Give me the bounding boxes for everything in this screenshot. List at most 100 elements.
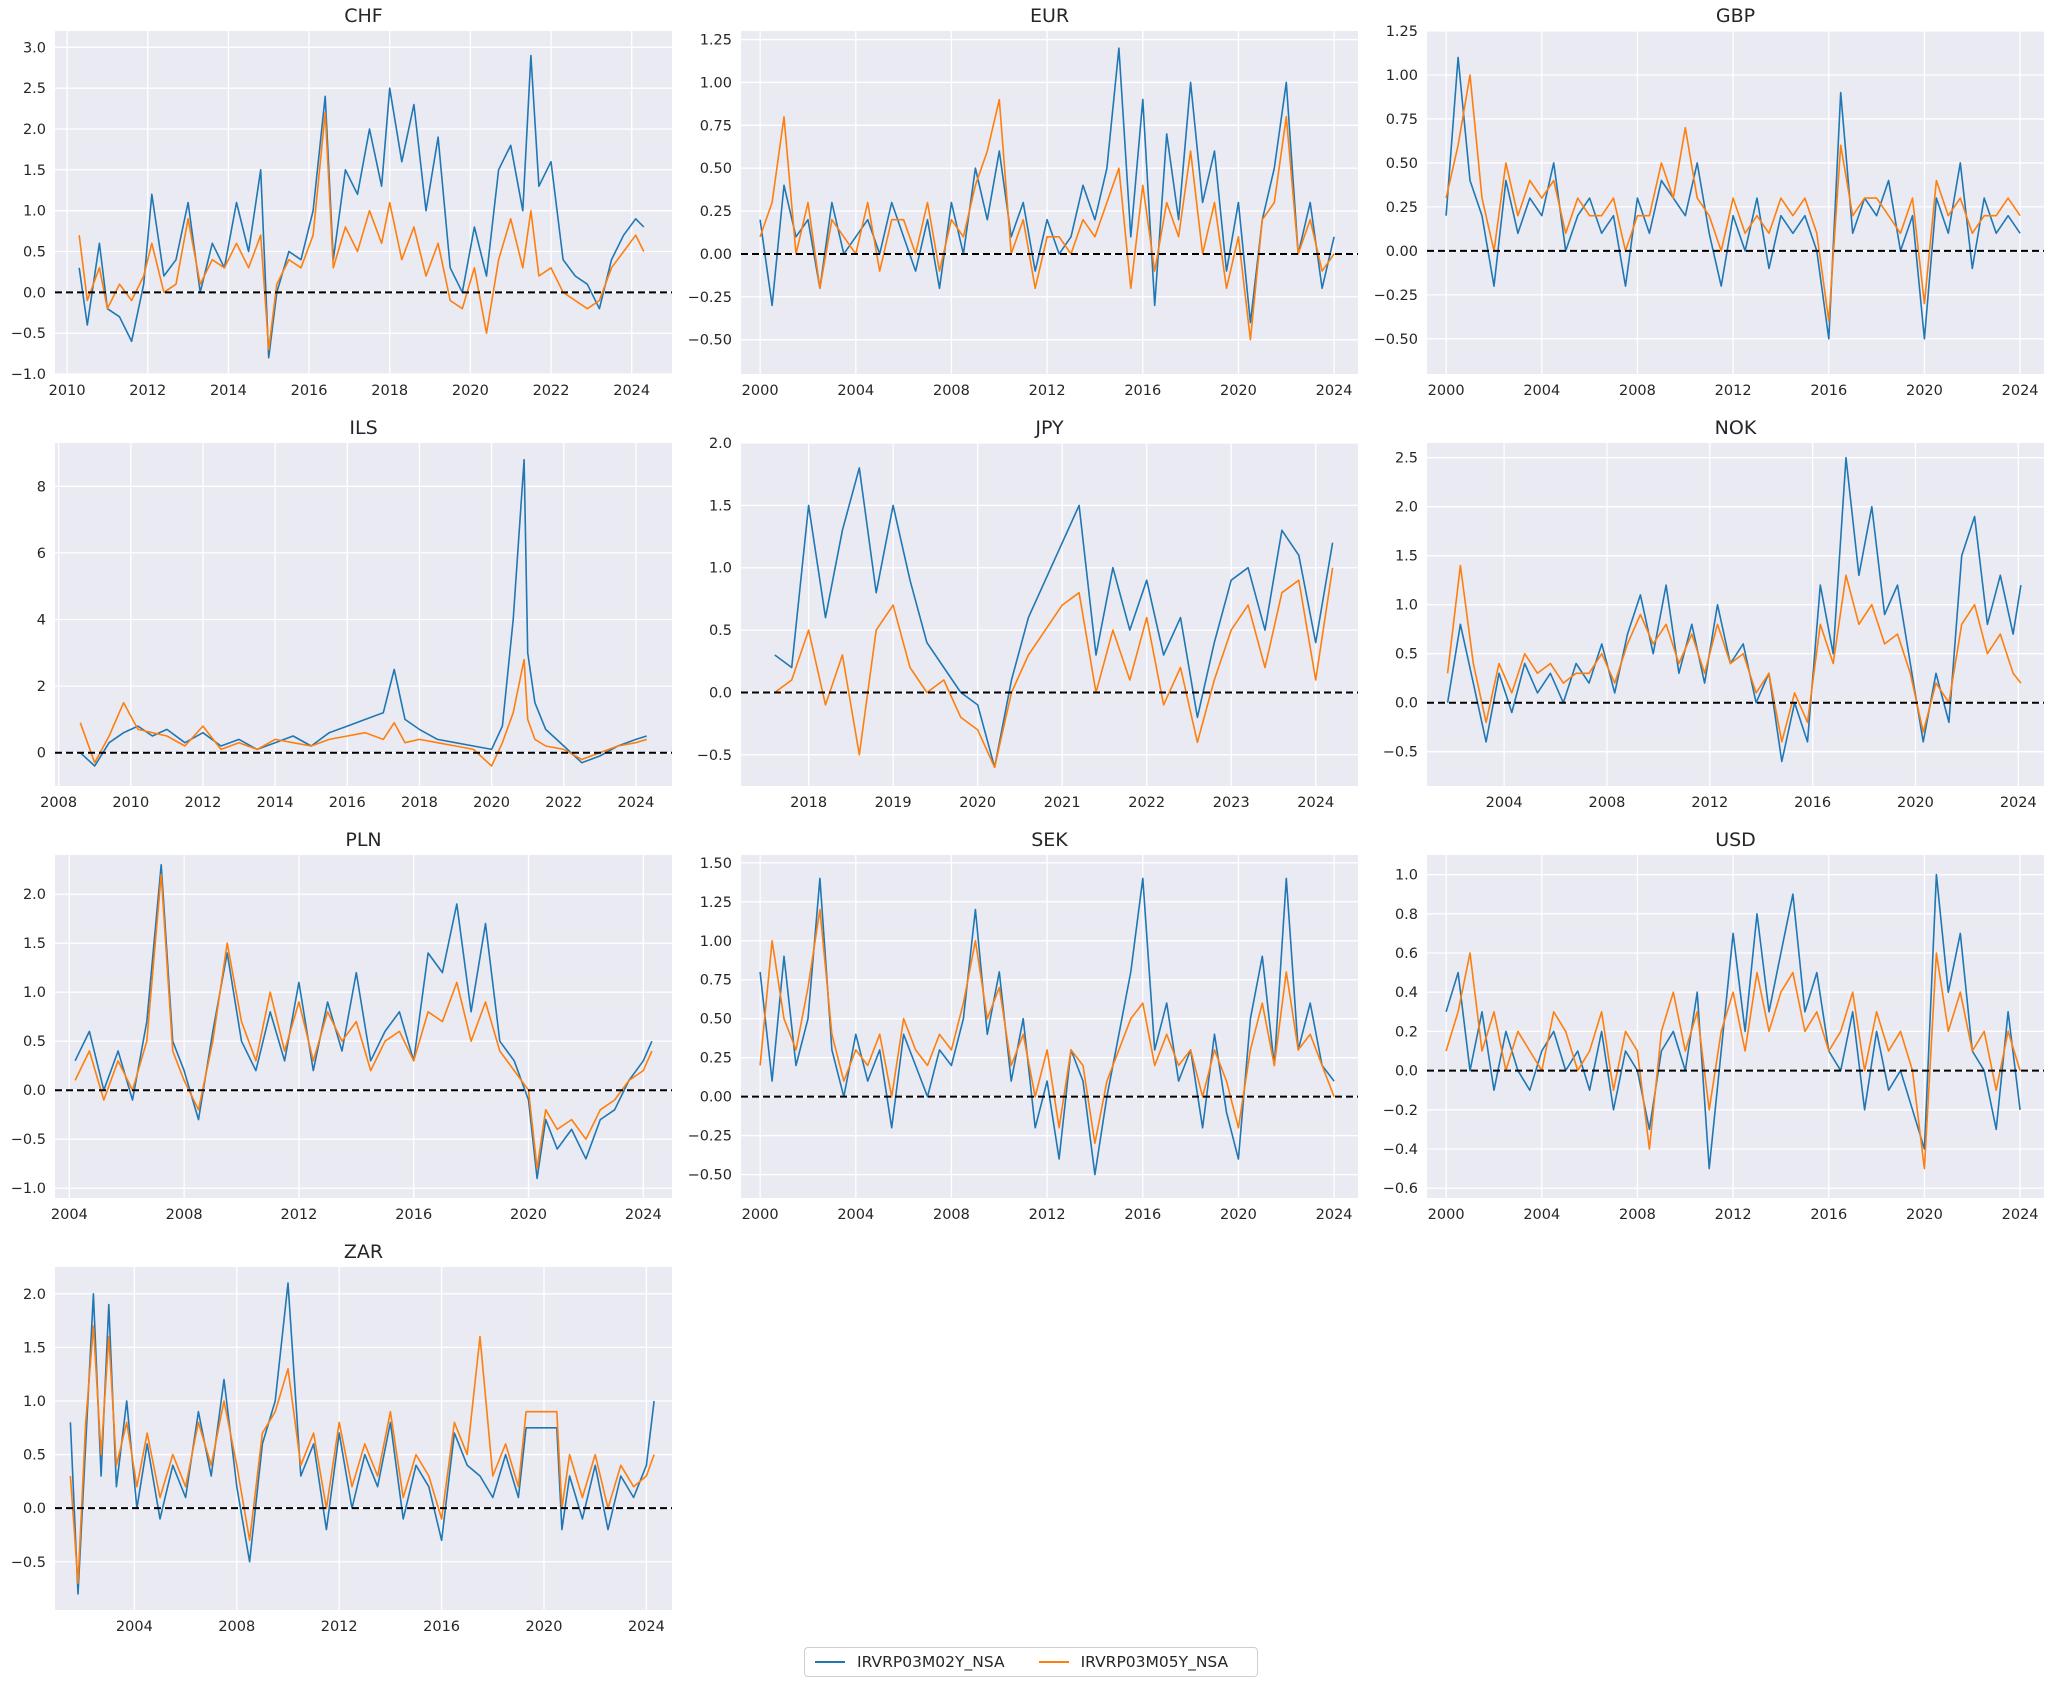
y-tick-label: 0.50 bbox=[700, 161, 732, 177]
y-tick-label: 0.50 bbox=[700, 1012, 732, 1028]
x-tick-label: 2020 bbox=[1906, 1207, 1943, 1223]
y-tick-label: −0.25 bbox=[688, 1129, 732, 1145]
y-tick-label: 0.5 bbox=[23, 1034, 46, 1050]
x-tick-label: 2004 bbox=[51, 1207, 88, 1223]
y-tick-label: 8 bbox=[37, 479, 46, 495]
x-tick-label: 2012 bbox=[129, 383, 166, 399]
x-tick-label: 2020 bbox=[1897, 795, 1934, 811]
x-tick-label: 2020 bbox=[452, 383, 489, 399]
x-tick-label: 2024 bbox=[2000, 795, 2037, 811]
x-tick-label: 2012 bbox=[1029, 1207, 1066, 1223]
x-tick-label: 2008 bbox=[933, 1207, 970, 1223]
series-line-1 bbox=[69, 1282, 655, 1595]
series-line-2 bbox=[79, 658, 647, 767]
plot-area-jpy bbox=[741, 443, 1358, 786]
y-tick-label: −1.0 bbox=[11, 1181, 46, 1197]
panel-nok: NOK 2004 2008 2012 2016 2020 2024 −0.5 0.0 0.5 1.0… bbox=[1383, 417, 2044, 811]
y-tick-label: 2 bbox=[37, 679, 46, 695]
x-tick-label: 2004 bbox=[116, 1619, 153, 1635]
y-tick-label: 0.0 bbox=[1395, 1064, 1418, 1080]
x-tick-label: 2024 bbox=[628, 1619, 665, 1635]
plot-area-nok bbox=[1427, 443, 2044, 786]
panel-title: GBP bbox=[1716, 5, 1755, 27]
plot-area-usd bbox=[1427, 855, 2044, 1198]
x-tick-label: 2016 bbox=[329, 795, 366, 811]
panel-title: ILS bbox=[349, 417, 377, 439]
panel-chf: CHF 2010 2012 2014 2016 2018 2020 2022 2024 −1.0 −… bbox=[11, 5, 672, 399]
y-tick-label: 0.8 bbox=[1395, 907, 1418, 923]
y-tick-label: −0.5 bbox=[1383, 745, 1418, 761]
y-tick-label: 1.0 bbox=[23, 985, 46, 1001]
x-tick-label: 2010 bbox=[112, 795, 149, 811]
series-line-1 bbox=[759, 877, 1335, 1176]
x-tick-label: 2016 bbox=[1124, 383, 1161, 399]
y-tick-label: 2.0 bbox=[709, 436, 732, 452]
x-tick-label: 2016 bbox=[395, 1207, 432, 1223]
x-tick-label: 2008 bbox=[166, 1207, 203, 1223]
x-tick-label: 2008 bbox=[1619, 1207, 1656, 1223]
x-tick-label: 2024 bbox=[1316, 383, 1353, 399]
x-tick-label: 2004 bbox=[1523, 1207, 1560, 1223]
x-tick-label: 2024 bbox=[1316, 1207, 1353, 1223]
y-tick-label: −0.25 bbox=[688, 290, 732, 306]
y-tick-label: −0.50 bbox=[688, 1168, 732, 1184]
x-tick-label: 2018 bbox=[371, 383, 408, 399]
y-tick-label: −0.2 bbox=[1383, 1103, 1418, 1119]
x-tick-label: 2024 bbox=[2002, 383, 2039, 399]
x-tick-label: 2012 bbox=[321, 1619, 358, 1635]
y-tick-label: 0.75 bbox=[1386, 112, 1418, 128]
y-tick-label: 0.5 bbox=[1395, 647, 1418, 663]
y-tick-label: 0.0 bbox=[23, 1083, 46, 1099]
y-tick-label: 0.25 bbox=[700, 204, 732, 220]
series-line-2 bbox=[69, 1325, 655, 1584]
panel-eur: EUR 2000 2004 2008 2012 2016 2020 2024 −0.50 −0.2… bbox=[688, 5, 1358, 399]
x-tick-label: 2021 bbox=[1044, 795, 1081, 811]
x-tick-label: 2004 bbox=[1486, 795, 1523, 811]
x-tick-label: 2016 bbox=[1810, 1207, 1847, 1223]
y-tick-label: 2.0 bbox=[23, 1287, 46, 1303]
x-tick-label: 2020 bbox=[510, 1207, 547, 1223]
y-tick-label: 1.00 bbox=[1386, 68, 1418, 84]
y-tick-label: 0.2 bbox=[1395, 1024, 1418, 1040]
y-tick-label: 0.5 bbox=[23, 1448, 46, 1464]
y-tick-label: 1.25 bbox=[700, 33, 732, 49]
y-tick-label: −0.25 bbox=[1374, 288, 1418, 304]
y-tick-label: 3.0 bbox=[23, 40, 46, 56]
plot-area-gbp bbox=[1427, 31, 2044, 374]
x-tick-label: 2016 bbox=[423, 1619, 460, 1635]
legend-swatch-series-2 bbox=[1038, 1661, 1069, 1663]
y-tick-label: 4 bbox=[37, 612, 46, 628]
y-tick-label: 0.6 bbox=[1395, 946, 1418, 962]
y-tick-label: 1.5 bbox=[23, 163, 46, 179]
y-tick-label: 0.50 bbox=[1386, 156, 1418, 172]
panel-title: NOK bbox=[1715, 417, 1757, 439]
y-tick-label: 6 bbox=[37, 546, 46, 562]
panel-title: JPY bbox=[1034, 417, 1064, 439]
y-tick-label: 0 bbox=[37, 746, 46, 762]
panel-ils: ILS 2008 2010 2012 2014 2016 2018 2020 2022 2024 0… bbox=[37, 417, 672, 811]
legend-label-series-1: IRVRP03M02Y_NSA bbox=[857, 1653, 1005, 1671]
series-line-1 bbox=[1445, 873, 2021, 1170]
x-tick-label: 2000 bbox=[742, 1207, 779, 1223]
y-tick-label: 2.0 bbox=[1395, 500, 1418, 516]
x-tick-label: 2024 bbox=[1297, 795, 1334, 811]
panel-zar: ZAR 2004 2008 2012 2016 2020 2024 −0.5 0.0 0.5 1.0… bbox=[11, 1241, 672, 1635]
x-tick-label: 2014 bbox=[210, 383, 247, 399]
panel-gbp: GBP 2000 2004 2008 2012 2016 2020 2024 −0.50 −0.2… bbox=[1374, 5, 2044, 399]
y-tick-label: −0.5 bbox=[11, 1555, 46, 1571]
x-tick-label: 2004 bbox=[1523, 383, 1560, 399]
panel-pln: PLN 2004 2008 2012 2016 2020 2024 −1.0 −0.5 0.0 0.… bbox=[11, 829, 672, 1223]
y-tick-label: 1.0 bbox=[1395, 868, 1418, 884]
figure: CHF 2010 2012 2014 2016 2018 2020 2022 2024 −1.0 −… bbox=[11, 5, 2044, 1635]
y-tick-label: 0.5 bbox=[23, 245, 46, 261]
y-tick-label: −1.0 bbox=[11, 367, 46, 383]
panel-sek: SEK 2000 2004 2008 2012 2016 2020 2024 −0.50 −0.2… bbox=[688, 829, 1358, 1223]
x-tick-label: 2024 bbox=[617, 795, 654, 811]
series-line-2 bbox=[1446, 564, 2022, 743]
x-tick-label: 2004 bbox=[837, 1207, 874, 1223]
x-tick-label: 2016 bbox=[1810, 383, 1847, 399]
series-line-2 bbox=[78, 111, 645, 351]
y-tick-label: 1.0 bbox=[1395, 598, 1418, 614]
plot-area-eur bbox=[741, 31, 1358, 374]
y-tick-label: 2.5 bbox=[23, 81, 46, 97]
